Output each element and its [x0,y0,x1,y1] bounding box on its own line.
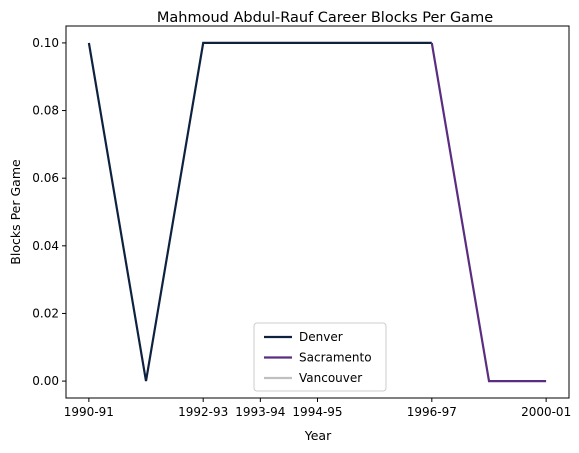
x-axis: 1990-91 1992-93 1993-94 1994-95 1996-97 2000-… [64,398,571,419]
x-tick-label: 1992-93 [178,405,228,419]
y-tick-label: 0.02 [32,306,59,320]
y-tick-label: 0.10 [32,36,59,50]
legend-box [253,322,387,392]
legend: Denver Sacramento Vancouver [253,322,387,392]
y-tick-label: 0.06 [32,171,59,185]
series-line-denver [87,41,432,382]
legend-label-vancouver: Vancouver [299,371,362,385]
legend-label-denver: Denver [299,330,343,344]
x-tick-label: 2000-01 [521,405,571,419]
chart-title: Mahmoud Abdul-Rauf Career Blocks Per Gam… [157,10,493,26]
x-axis-label: Year [304,428,332,443]
series-layer [87,41,547,383]
y-tick-label: 0.00 [32,374,59,388]
y-axis: 0.00 0.02 0.04 0.06 0.08 0.10 [32,36,66,388]
y-tick-label: 0.08 [32,104,59,118]
legend-label-sacramento: Sacramento [299,351,372,365]
legend-items: Denver Sacramento Vancouver [264,330,372,385]
x-tick-label: 1996-97 [407,405,457,419]
series-line-sacramento [430,42,547,383]
y-axis-label: Blocks Per Game [8,159,23,265]
x-tick-label: 1994-95 [292,405,342,419]
x-tick-label: 1993-94 [235,405,285,419]
x-tick-label: 1990-91 [64,405,114,419]
y-tick-label: 0.04 [32,239,59,253]
